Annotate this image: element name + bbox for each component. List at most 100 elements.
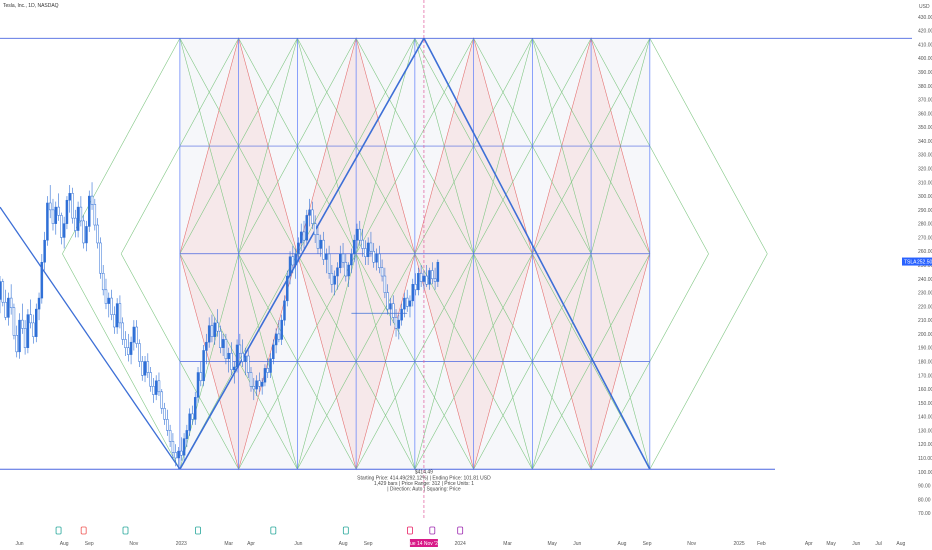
last-price-value: 252.50 [917,260,932,266]
candle-body [202,350,205,382]
crosshair-date-badge[interactable] [409,539,438,547]
candle [233,361,236,384]
candle [378,245,381,274]
candle-body [325,253,328,260]
candle [414,273,417,296]
candle [74,209,77,238]
candle-body [207,325,211,343]
candle-body [316,234,320,249]
candle-body [291,256,295,266]
candle-body [26,314,30,348]
price-tick-label: 250.00 [918,263,932,269]
candle-body [29,314,32,324]
gann-main-diagonal [179,37,425,470]
candle-body [21,319,24,329]
candle [383,267,387,299]
price-tick-label: 130.00 [918,428,932,434]
earnings-event-icon[interactable] [457,526,464,535]
candle [339,245,342,274]
candle [93,198,97,231]
earnings-event-icon[interactable] [270,526,277,535]
candle [364,240,367,265]
earnings-event-icon[interactable] [122,526,129,535]
candle [166,409,169,436]
candle [274,328,278,354]
earnings-event-icon[interactable] [80,526,87,535]
earnings-event-icon[interactable] [429,526,436,535]
candle-body [297,242,300,255]
candle [76,201,80,238]
price-tick-label: 310.00 [918,180,932,186]
price-tick-label: 90.00 [918,484,931,490]
event-markers[interactable] [55,526,464,535]
price-tick-label: 280.00 [918,222,932,228]
candle [149,367,152,392]
candle [90,182,94,210]
candle-body [174,452,177,459]
earnings-event-icon[interactable] [195,526,201,535]
candle-body [260,381,264,387]
time-tick-label: Mar [224,541,233,547]
candle-body [233,366,236,371]
candle [154,375,158,401]
candle-body [68,193,71,201]
candle [283,295,286,326]
earnings-event-icon[interactable] [342,526,349,535]
candle-body [366,242,370,257]
candle-body [149,372,152,387]
candle-body [57,206,60,216]
time-tick-label: Apr [805,541,813,547]
candle [352,234,356,263]
candle [115,298,119,334]
candle-body [344,261,348,277]
last-price-badge[interactable] [902,257,932,266]
time-axis[interactable]: Jun Aug Sep Nov 2023 Mar Apr Jun Aug Sep 2024 Mar Ma… [15,539,906,547]
price-tick-label: 330.00 [918,153,932,159]
candle [341,242,345,268]
candle [246,347,250,379]
candle [152,378,155,403]
downtrend-line[interactable] [0,206,181,470]
candle [205,333,208,365]
trend-lines[interactable] [0,206,408,470]
candle-body [380,267,384,277]
candle-body [205,341,208,351]
candle [263,364,267,387]
candle-body [419,273,423,282]
candle-body [378,253,381,269]
price-tick-label: 270.00 [918,235,932,241]
candle [171,433,175,458]
candle-body [23,328,27,348]
earnings-event-icon[interactable] [55,526,62,535]
candle [101,265,105,296]
price-axis[interactable]: 430.00 420.00 410.00 400.00 390.00 380.00 370.… [902,15,932,517]
candle [104,278,108,310]
candle [113,306,116,334]
candle-body [288,256,292,277]
candle-body [60,215,63,238]
earnings-event-icon[interactable] [407,526,413,535]
candle [199,361,203,387]
candle-body [104,289,108,304]
candle-body [352,239,356,255]
candle [210,314,214,343]
candle-body [191,413,194,420]
price-tick-label: 350.00 [918,125,932,131]
candle [7,292,10,326]
candle-body [99,242,102,274]
price-tick-label: 110.00 [918,456,932,462]
candle [272,339,275,365]
gann-box[interactable]: $414.49 [0,0,912,520]
candle-body [32,322,35,337]
time-tick-label: Mar [503,541,512,547]
candle-body [37,297,41,310]
candle [308,198,311,227]
candle-body [166,419,169,431]
candle-body [230,352,233,371]
candle [397,314,401,340]
candle-body [107,297,111,304]
candle-body [76,206,80,231]
candle [241,339,244,367]
price-tick-label: 300.00 [918,194,932,200]
